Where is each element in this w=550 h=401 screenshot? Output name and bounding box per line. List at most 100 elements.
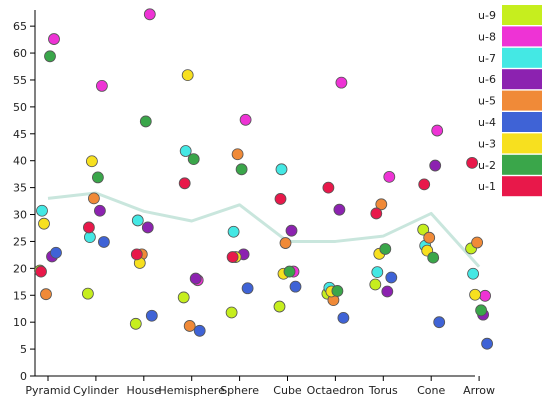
data-point-u-2 [139,115,152,128]
data-point-u-2 [92,171,104,184]
legend-swatch [502,26,542,47]
data-point-u-3 [181,69,194,82]
y-tick-label: 30 [13,209,27,222]
data-point-u-9 [82,287,94,300]
x-tick-label: Arrow [463,384,495,397]
legend-swatch [502,133,542,154]
data-point-u-2 [475,304,488,317]
y-tick-label: 25 [13,235,27,248]
legend-swatch [502,90,542,111]
data-point-u-2 [379,243,392,255]
data-point-u-1 [370,207,383,220]
data-point-u-9 [417,223,430,236]
data-point-u-9 [177,291,190,304]
data-point-u-6 [333,203,346,216]
data-point-u-2 [44,50,56,63]
data-point-u-5 [423,231,436,244]
data-point-u-8 [48,33,60,45]
data-point-u-2 [187,153,200,165]
data-point-u-1 [178,177,191,190]
y-tick-label: 55 [13,74,27,87]
x-tick-label: Cone [417,384,445,397]
data-point-u-6 [189,272,202,285]
data-point-u-1 [322,181,335,194]
data-point-u-4 [289,280,302,293]
y-tick-label: 45 [13,128,27,141]
data-point-u-4 [50,246,62,259]
data-point-u-9 [369,278,382,291]
legend-label: u-8 [478,30,496,43]
data-point-u-3 [38,217,50,230]
data-point-u-9 [129,317,142,330]
legend-swatch [502,154,542,175]
data-point-u-3 [86,155,98,168]
legend-label: u-2 [478,159,496,172]
x-tick-label: Hemisphere [159,384,226,397]
data-point-u-5 [231,148,244,161]
legend-swatch [502,5,542,25]
y-tick-label: 5 [20,343,27,356]
data-point-u-7 [131,214,144,227]
data-point-u-5 [279,237,292,249]
data-point-u-6 [141,221,154,234]
data-point-u-8 [431,124,444,137]
y-tick-label: 60 [13,47,27,60]
data-point-u-7 [275,163,288,176]
legend-label: u-1 [478,180,496,193]
legend-swatch [502,176,542,197]
data-point-u-8 [479,289,492,302]
legend-label: u-4 [478,116,496,129]
data-point-u-4 [385,271,398,284]
data-point-u-2 [331,285,344,297]
data-point-u-1 [418,178,431,191]
x-tick-label: Cube [273,384,302,397]
data-point-u-8 [383,170,396,183]
data-point-u-5 [88,192,100,205]
trend-line-layer [47,191,481,268]
data-point-u-2 [427,251,440,264]
trend-line [47,191,481,268]
data-point-u-9 [225,306,238,319]
data-point-u-5 [375,198,388,211]
axes: 0 5 10 15 20 25 30 35 40 45 50 55 60 65 Pyramid Cylinde… [13,10,495,397]
data-point-u-8 [96,79,108,92]
legend-swatch [502,112,542,132]
data-point-u-8 [335,76,348,89]
legend: u-9 u-8 u-7 u-6 u-5 u-4 u-3 u-2 u-1 [478,5,542,197]
data-point-u-4 [433,316,446,329]
data-point-u-7 [371,266,384,279]
data-point-u-5 [183,320,196,332]
legend-label: u-9 [478,9,496,22]
x-tick-label: House [127,384,162,397]
y-tick-label: 10 [13,316,27,329]
data-point-u-6 [94,204,106,217]
data-point-u-4 [98,236,110,248]
data-point-u-6 [285,224,298,237]
y-tick-label: 0 [20,370,27,383]
x-tick-label: Pyramid [25,384,70,397]
data-point-u-3 [469,288,482,301]
x-tick-label: Sphere [220,384,259,397]
data-point-u-1 [35,265,47,278]
y-tick-label: 50 [13,101,27,114]
data-point-u-4 [145,309,158,322]
data-point-u-1 [466,156,479,169]
legend-label: u-5 [478,95,496,108]
data-point-u-7 [84,231,96,244]
data-point-u-1 [130,248,143,261]
data-point-u-7 [179,145,192,157]
data-point-u-1 [83,221,95,234]
legend-label: u-6 [478,73,496,86]
y-tick-label: 15 [13,289,27,302]
data-point-u-4 [241,282,254,295]
data-point-u-6 [381,285,394,298]
data-point-u-7 [227,225,240,238]
data-point-u-8 [143,8,156,21]
y-tick-label: 40 [13,155,27,168]
data-point-u-6 [429,159,442,172]
legend-label: u-7 [478,52,496,65]
data-point-u-8 [239,113,252,126]
data-point-u-9 [273,300,286,313]
data-point-u-4 [337,311,350,324]
data-point-u-5 [40,288,52,301]
